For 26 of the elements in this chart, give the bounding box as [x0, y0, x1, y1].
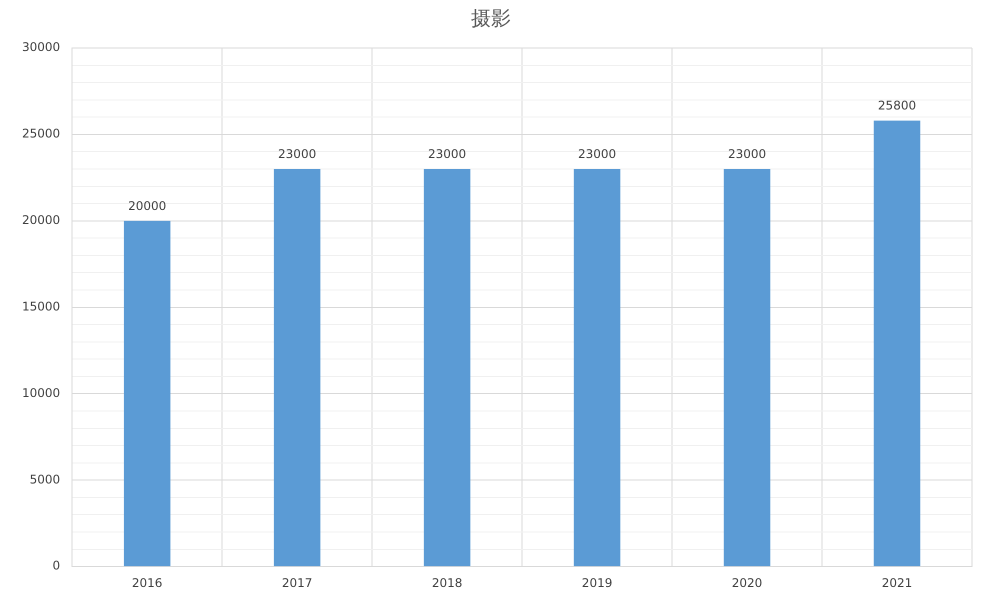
y-tick-label: 20000: [22, 212, 60, 227]
x-tick-label: 2020: [732, 576, 762, 590]
y-tick-label: 30000: [22, 40, 60, 54]
bar: [124, 220, 170, 566]
x-tick-label: 2018: [432, 576, 462, 590]
bar: [574, 169, 620, 566]
data-label: 23000: [578, 147, 616, 162]
y-tick-label: 25000: [22, 126, 60, 141]
bar: [724, 169, 770, 566]
y-tick-label: 15000: [22, 299, 60, 314]
y-tick-label: 5000: [30, 472, 60, 486]
bar: [274, 169, 320, 566]
bar: [424, 169, 470, 566]
data-label: 23000: [428, 147, 466, 162]
bar: [874, 120, 920, 566]
data-label: 20000: [128, 198, 166, 213]
data-label: 23000: [278, 147, 316, 162]
data-label: 23000: [728, 147, 766, 162]
y-tick-label: 10000: [22, 386, 60, 400]
x-tick-label: 2017: [282, 576, 312, 590]
x-tick-label: 2016: [132, 576, 162, 590]
chart-title: 摄影: [471, 6, 511, 30]
y-tick-label: 0: [52, 558, 60, 573]
data-label: 25800: [878, 98, 916, 113]
x-tick-label: 2021: [882, 576, 912, 590]
x-tick-label: 2019: [582, 576, 612, 590]
